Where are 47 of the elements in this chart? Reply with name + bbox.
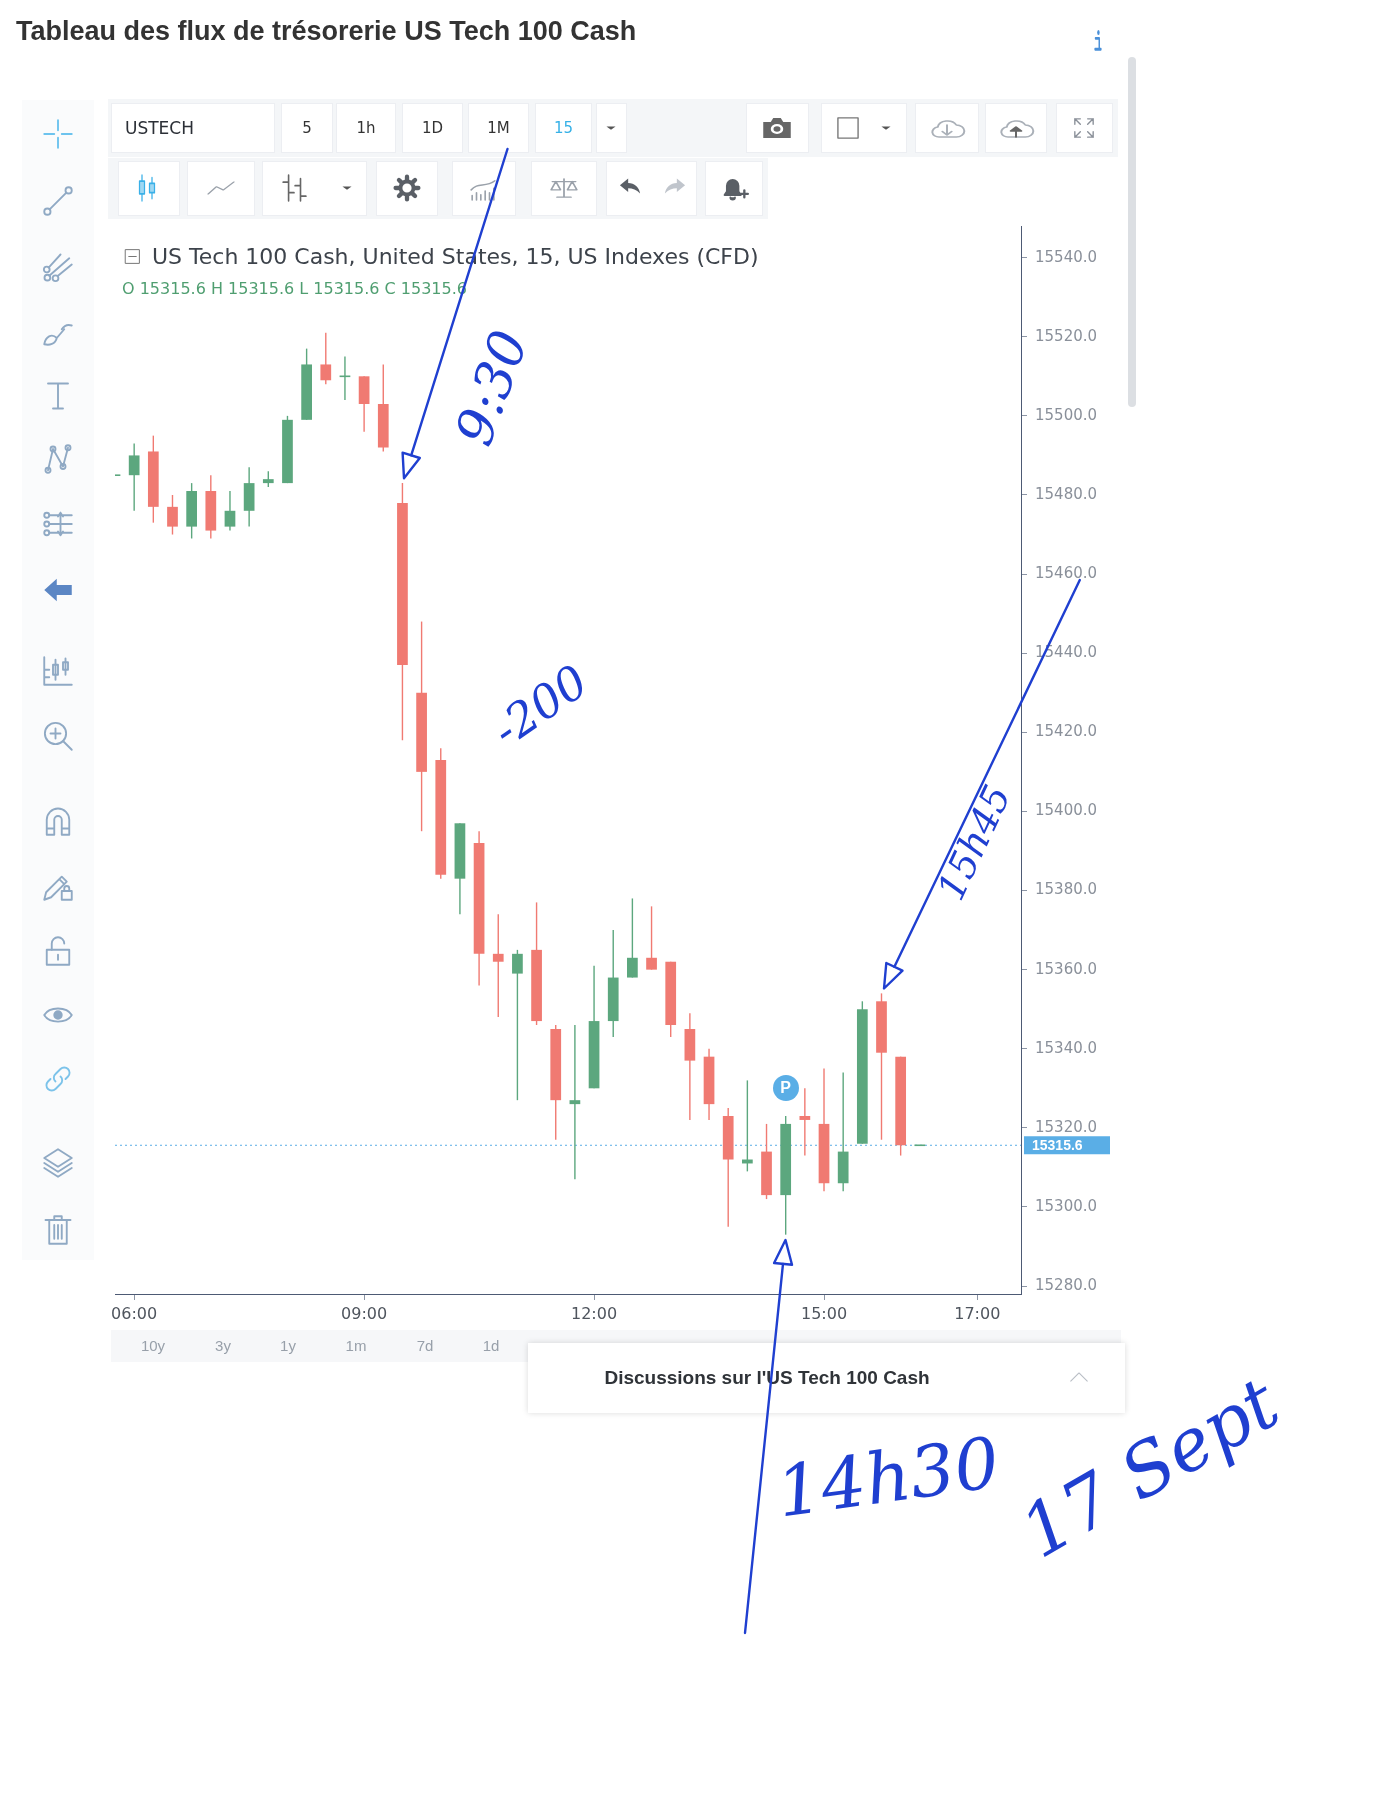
y-tick-label: 15280.0	[1035, 1275, 1098, 1294]
text: 7d	[416, 1336, 434, 1355]
ref-line-label: 15315.6	[1032, 1137, 1083, 1154]
text: 10y	[140, 1336, 166, 1355]
y-tick-label: 15460.0	[1035, 563, 1098, 582]
y-tick-label: 15540.0	[1035, 247, 1098, 266]
text: 1d	[482, 1336, 500, 1355]
annotation: P	[780, 1079, 791, 1098]
y-tick-label: 15500.0	[1035, 405, 1098, 424]
text: 1h	[356, 119, 376, 137]
candlestick	[128, 442, 140, 512]
x-tick-label: 15:00	[800, 1303, 848, 1323]
text: 15	[553, 119, 574, 137]
candlestick	[512, 949, 523, 1101]
x-tick-label: 06:00	[111, 1303, 158, 1323]
candlestick	[799, 1087, 811, 1157]
y-tick-label: 15380.0	[1035, 880, 1098, 899]
annotation: -200	[482, 654, 598, 758]
annotation: 9:30	[443, 322, 541, 454]
text: 1D	[421, 119, 444, 137]
y-tick-label: 15420.0	[1035, 722, 1098, 741]
text: 1y	[280, 1336, 296, 1355]
y-tick-label: 15520.0	[1035, 326, 1098, 345]
y-tick-label: 15300.0	[1035, 1196, 1098, 1215]
candlestick	[646, 905, 657, 971]
candlestick	[627, 897, 638, 979]
y-tick-label: 15400.0	[1035, 801, 1098, 820]
text: 1M	[487, 119, 510, 137]
y-tick-label: 15480.0	[1035, 484, 1098, 503]
x-tick-label: 17:00	[954, 1303, 1001, 1323]
candlestick	[569, 1024, 581, 1180]
text: 5	[302, 119, 312, 137]
candlestick	[224, 490, 236, 532]
text: 1m	[345, 1336, 367, 1355]
text: USTECH	[125, 118, 195, 138]
text: 3y	[215, 1336, 231, 1355]
candlestick	[167, 494, 178, 536]
candlestick	[492, 913, 504, 1018]
y-tick-label: 15360.0	[1035, 959, 1098, 978]
chart-title: Tableau des flux de trésorerie US Tech 100 Cash	[16, 16, 637, 47]
annotation: 14h30	[771, 1421, 1004, 1534]
y-tick-label: 15320.0	[1035, 1117, 1098, 1136]
x-tick-label: 09:00	[341, 1303, 388, 1323]
y-tick-label: 15340.0	[1035, 1038, 1098, 1057]
candlestick	[320, 332, 332, 385]
text: 17 Sept	[1006, 1360, 1293, 1575]
x-tick-label: 12:00	[571, 1303, 618, 1323]
